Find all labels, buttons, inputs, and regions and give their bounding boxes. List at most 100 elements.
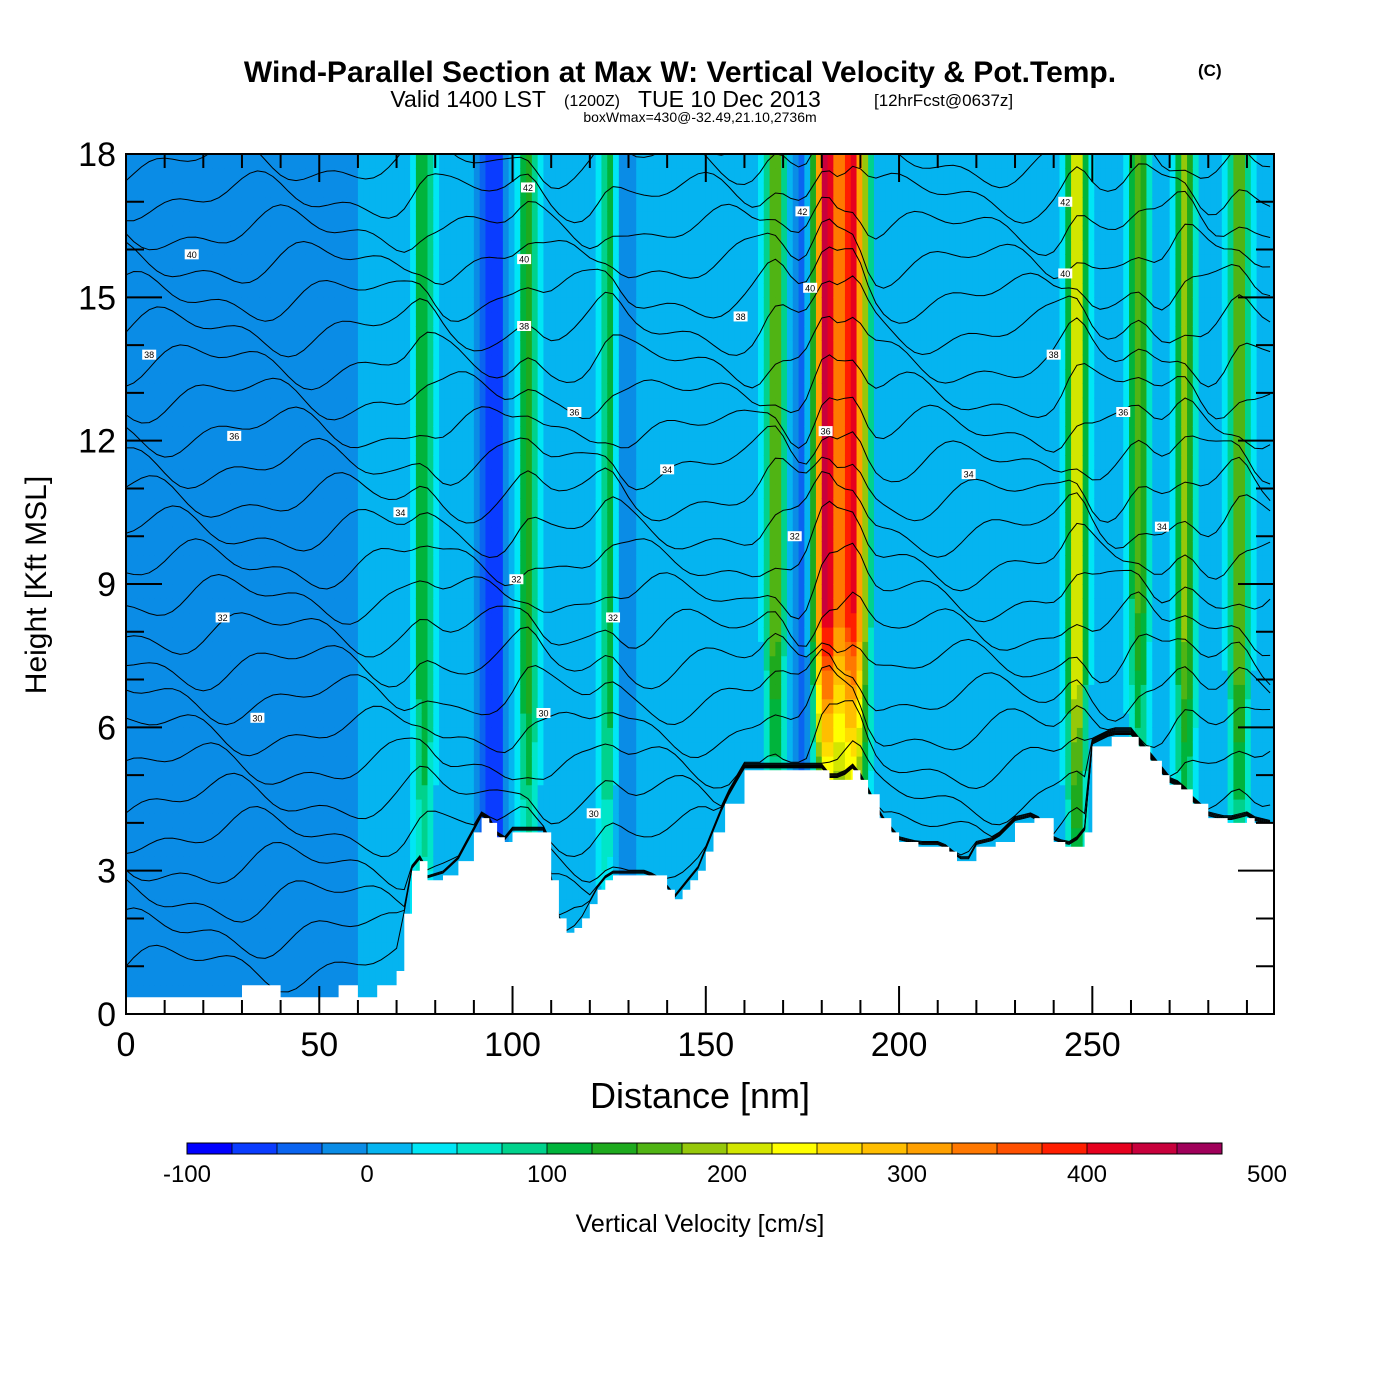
- field-cell: [299, 397, 307, 413]
- field-cell: [352, 627, 359, 642]
- field-cell: [241, 211, 249, 227]
- field-cell: [282, 756, 289, 771]
- field-cell: [386, 598, 394, 614]
- field-cell: [578, 541, 585, 556]
- field-cell: [549, 856, 556, 872]
- field-cell: [398, 698, 405, 714]
- field-cell: [537, 598, 545, 614]
- field-cell: [375, 340, 382, 356]
- field-cell: [166, 770, 173, 786]
- field-cell: [311, 440, 318, 456]
- field-cell: [247, 354, 255, 370]
- field-cell: [439, 197, 446, 212]
- field-cell: [526, 240, 533, 255]
- field-cell: [526, 698, 533, 714]
- field-cell: [357, 741, 365, 757]
- field-cell: [537, 197, 545, 212]
- field-cell: [172, 426, 179, 442]
- field-cell: [154, 240, 162, 255]
- field-cell: [566, 799, 574, 814]
- field-cell: [265, 555, 272, 571]
- field-cell: [328, 655, 336, 671]
- field-cell: [230, 727, 237, 743]
- field-cell: [126, 297, 133, 313]
- field-cell: [253, 971, 260, 986]
- field-cell: [218, 713, 226, 728]
- field-cell: [137, 956, 144, 972]
- field-cell: [317, 512, 324, 528]
- field-cell: [166, 856, 173, 872]
- field-cell: [584, 498, 591, 513]
- field-cell: [294, 641, 301, 657]
- field-cell: [230, 885, 237, 900]
- field-cell: [363, 412, 371, 427]
- field-cell: [566, 555, 574, 571]
- field-cell: [392, 541, 400, 556]
- field-cell: [143, 641, 150, 657]
- field-cell: [439, 168, 446, 184]
- field-cell: [224, 211, 231, 227]
- field-cell: [497, 512, 504, 528]
- field-cell: [247, 856, 255, 872]
- field-cell: [236, 211, 243, 227]
- field-cell: [218, 340, 226, 356]
- field-cell: [224, 799, 231, 814]
- field-cell: [183, 268, 191, 284]
- field-cell: [195, 369, 202, 384]
- field-cell: [183, 799, 191, 814]
- field-cell: [340, 197, 347, 212]
- field-cell: [166, 483, 173, 499]
- field-cell: [363, 569, 371, 585]
- field-cell: [473, 383, 481, 399]
- field-cell: [526, 598, 533, 614]
- field-cell: [543, 584, 550, 599]
- field-cell: [334, 827, 342, 843]
- field-cell: [595, 197, 603, 212]
- field-cell: [224, 225, 231, 241]
- field-cell: [537, 340, 545, 356]
- field-cell: [572, 827, 579, 843]
- field-cell: [468, 612, 475, 628]
- field-cell: [369, 369, 376, 384]
- field-cell: [305, 885, 313, 900]
- field-cell: [282, 727, 289, 743]
- field-cell: [589, 455, 597, 470]
- field-cell: [497, 799, 504, 814]
- field-cell: [398, 154, 405, 169]
- field-cell: [154, 612, 162, 628]
- field-cell: [456, 211, 463, 227]
- field-cell: [160, 856, 168, 872]
- field-cell: [456, 526, 463, 542]
- field-cell: [340, 612, 347, 628]
- field-cell: [311, 182, 318, 198]
- field-cell: [334, 584, 342, 599]
- field-cell: [253, 913, 260, 929]
- field-cell: [410, 154, 417, 169]
- field-cell: [265, 713, 272, 728]
- field-cell: [346, 899, 353, 915]
- field-cell: [589, 541, 597, 556]
- field-cell: [299, 440, 307, 456]
- field-cell: [386, 684, 394, 700]
- field-cell: [160, 627, 168, 642]
- field-cell: [398, 713, 405, 728]
- field-cell: [328, 383, 336, 399]
- field-cell: [375, 956, 382, 972]
- field-cell: [526, 455, 533, 470]
- field-cell: [241, 971, 249, 986]
- field-cell: [201, 684, 208, 700]
- field-cell: [288, 369, 295, 384]
- field-cell: [392, 569, 400, 585]
- field-cell: [299, 985, 307, 1001]
- field-cell: [404, 899, 411, 915]
- field-cell: [143, 842, 150, 857]
- field-cell: [334, 512, 342, 528]
- field-cell: [497, 641, 504, 657]
- field-cell: [381, 483, 388, 499]
- field-cell: [189, 326, 197, 341]
- field-cell: [398, 240, 405, 255]
- field-cell: [491, 297, 498, 313]
- field-cell: [195, 598, 202, 614]
- field-cell: [346, 197, 353, 212]
- field-cell: [352, 340, 359, 356]
